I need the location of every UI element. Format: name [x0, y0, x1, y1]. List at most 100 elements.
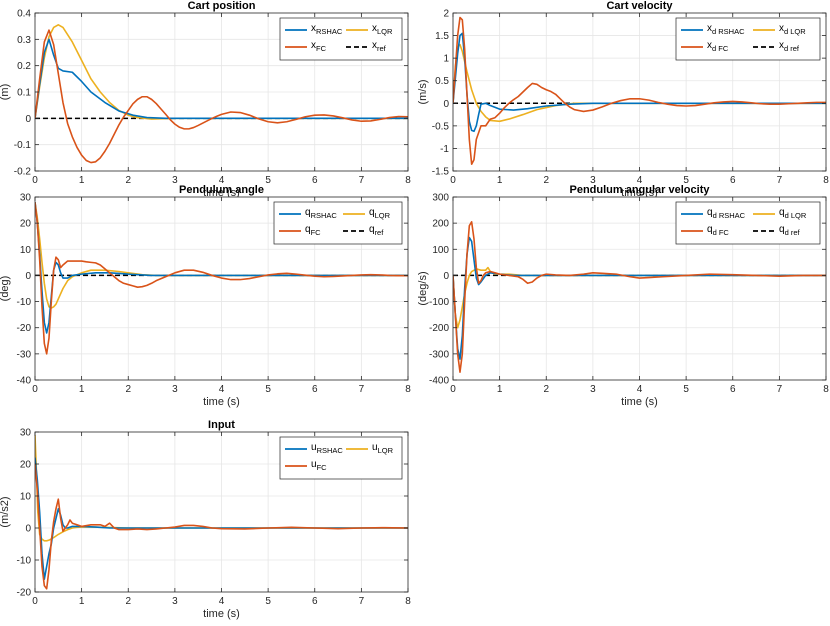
x-tick-label: 6: [312, 175, 318, 186]
legend-label-fc-sub: d FC: [712, 44, 729, 53]
x-tick-label: 5: [683, 175, 689, 186]
legend-label-lqr-sub: d LQR: [785, 211, 807, 220]
legend-label-ref-main: x: [779, 40, 784, 51]
x-tick-label: 5: [265, 596, 271, 607]
y-tick-label: 300: [432, 193, 449, 204]
legend-label-fc: xd FC: [707, 40, 729, 53]
y-tick-label: -1: [440, 144, 449, 155]
y-tick-label: 0.4: [17, 9, 31, 20]
x-axis-label: time (s): [203, 396, 240, 408]
y-tick-label: -400: [429, 376, 449, 387]
x-tick-label: 6: [312, 384, 318, 395]
x-tick-label: 8: [405, 596, 411, 607]
x-tick-label: 4: [219, 384, 225, 395]
series-fc-line: [453, 221, 826, 373]
x-tick-label: 1: [79, 175, 85, 186]
chart-title: Cart velocity: [606, 0, 673, 12]
legend-label-ref-main: q: [779, 224, 785, 235]
y-tick-label: -0.1: [14, 140, 32, 151]
legend-label-lqr-main: x: [372, 23, 377, 34]
y-tick-label: -20: [17, 588, 32, 599]
series-fc-line: [35, 202, 408, 355]
legend-label-ref-main: x: [372, 40, 377, 51]
legend-label-rshac: xRSHAC: [311, 23, 343, 36]
legend-label-lqr-sub: LQR: [377, 27, 393, 36]
y-tick-label: -0.2: [14, 167, 32, 178]
y-tick-label: -30: [17, 349, 32, 360]
legend-label-fc-main: q: [707, 224, 713, 235]
series-rshac-line: [453, 32, 826, 133]
x-tick-label: 4: [219, 596, 225, 607]
legend-label-lqr: uLQR: [372, 442, 394, 455]
legend-label-fc-main: u: [311, 459, 317, 470]
y-tick-label: 1.5: [435, 31, 449, 42]
x-tick-label: 7: [777, 175, 783, 186]
y-tick-label: -300: [429, 349, 449, 360]
chart-1: 0 1 2 3 4 5 6 7 8 -1.5 -1 -0.5 0 0.5 1 1.5 2 Cart velocit…: [417, 0, 829, 199]
chart-2: 0 1 2 3 4 5 6 7 8 -40 -30 -20 -10 0 10 20 30 Pendulum ang…: [0, 184, 411, 408]
x-tick-label: 4: [637, 384, 643, 395]
legend-label-ref-main: q: [369, 224, 375, 235]
legend-label-fc-sub: FC: [316, 44, 327, 53]
legend-label-lqr: xd LQR: [779, 23, 806, 36]
y-tick-label: 10: [20, 492, 32, 503]
y-tick-label: 0: [443, 271, 449, 282]
series-fc-line: [35, 29, 408, 164]
chart-4: 0 1 2 3 4 5 6 7 8 -20 -10 0 10 20 30 Input time (s) (m/s2…: [0, 419, 411, 620]
x-tick-label: 8: [405, 175, 411, 186]
x-tick-label: 6: [730, 384, 736, 395]
legend-box: [675, 201, 821, 245]
chart-0: 0 1 2 3 4 5 6 7 8 -0.2 -0.1 0 0.1 0.2 0.3 0.4 Cart posit…: [0, 0, 411, 199]
series-rshac-line: [35, 38, 408, 120]
legend-label-rshac-sub: RSHAC: [311, 211, 338, 220]
legend-label-rshac-main: q: [305, 207, 311, 218]
legend-label-rshac-main: x: [707, 23, 712, 34]
x-tick-label: 2: [125, 596, 131, 607]
legend-label-rshac: xd RSHAC: [707, 23, 745, 36]
legend-label-rshac: uRSHAC: [311, 442, 343, 455]
x-tick-label: 5: [265, 384, 271, 395]
y-tick-label: 30: [20, 428, 32, 439]
x-tick-label: 7: [359, 596, 365, 607]
x-tick-label: 7: [359, 384, 365, 395]
y-tick-label: -0.5: [432, 121, 450, 132]
y-tick-label: 0.1: [17, 88, 31, 99]
chart-3: 0 1 2 3 4 5 6 7 8 -400 -300 -200 -100 0 100 200 300 Pendu…: [417, 184, 829, 408]
legend-label-ref: xd ref: [779, 40, 800, 53]
legend-box: [279, 436, 403, 480]
chart-title: Pendulum angular velocity: [570, 184, 711, 196]
x-tick-label: 3: [172, 384, 178, 395]
legend: uRSHAC uLQR uFC: [279, 436, 403, 480]
legend-label-fc-main: q: [305, 224, 311, 235]
x-tick-label: 8: [823, 384, 829, 395]
x-tick-label: 1: [79, 596, 85, 607]
legend-label-fc: qFC: [305, 224, 321, 237]
x-tick-label: 1: [79, 384, 85, 395]
legend-label-lqr-main: q: [779, 207, 785, 218]
y-tick-label: -40: [17, 376, 32, 387]
chart-title: Input: [208, 419, 235, 431]
x-axis-label: time (s): [203, 187, 240, 199]
x-tick-label: 0: [32, 596, 38, 607]
x-tick-label: 8: [823, 175, 829, 186]
x-axis-label: time (s): [621, 396, 658, 408]
y-tick-label: 2: [443, 9, 449, 20]
legend-label-ref: qd ref: [779, 224, 800, 237]
legend-label-lqr-main: x: [779, 23, 784, 34]
y-tick-label: 200: [432, 219, 449, 230]
legend-label-lqr: qLQR: [369, 207, 391, 220]
legend-label-ref-sub: d ref: [784, 44, 800, 53]
legend-label-fc: uFC: [311, 459, 327, 472]
y-tick-label: -200: [429, 323, 449, 334]
legend-label-rshac-sub: d RSHAC: [712, 27, 745, 36]
legend-label-ref: qref: [369, 224, 384, 237]
series-fc-line: [453, 16, 826, 166]
chart-title: Cart position: [188, 0, 256, 12]
legend-box: [273, 201, 403, 245]
y-tick-label: 0.2: [17, 61, 31, 72]
x-tick-label: 5: [265, 175, 271, 186]
